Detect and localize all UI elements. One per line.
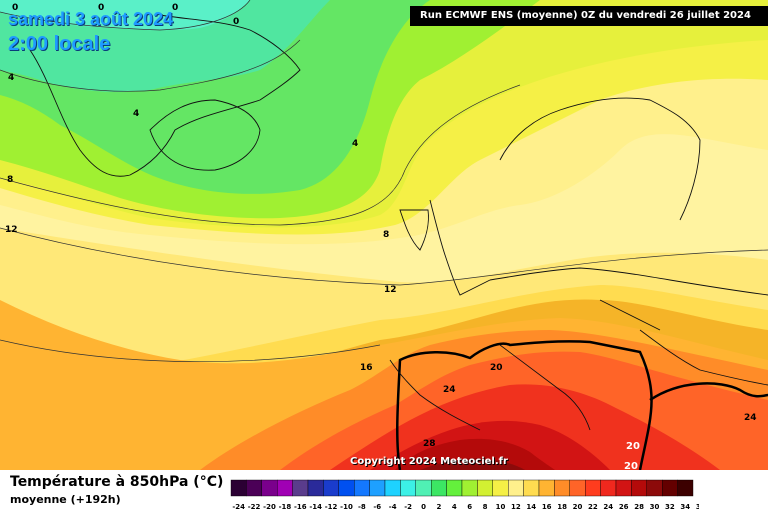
legend-swatch — [353, 479, 370, 497]
legend-swatch — [400, 479, 416, 497]
iso-label-12b: 12 — [384, 285, 397, 295]
legend-label: -12 — [325, 503, 338, 511]
forecast-date: samedi 3 août 2024 — [8, 9, 174, 29]
legend-labels: -24 -22 -20 -18 -16 -14 -12 -10 -8 -6 -4 -2 0 2 4 6 8 10 1… — [232, 503, 699, 511]
legend-label: 28 — [634, 503, 644, 511]
legend-swatch — [662, 479, 678, 497]
legend-label: 24 — [603, 503, 613, 511]
legend-swatch — [246, 479, 262, 497]
legend-swatch — [415, 479, 432, 497]
legend-label: 34 — [680, 503, 690, 511]
isotherm-lines — [0, 0, 768, 362]
parameter-title: Température à 850hPa (°C) — [10, 474, 224, 490]
legend-label: 2 — [436, 503, 441, 511]
legend-label: 10 — [496, 503, 506, 511]
band-30 — [420, 458, 525, 470]
legend-swatch — [646, 479, 663, 497]
legend-swatch — [430, 479, 447, 497]
legend-label: -2 — [404, 503, 412, 511]
legend-label: 6 — [467, 503, 472, 511]
iso-label-0d: 0 — [233, 17, 239, 27]
legend-swatch — [492, 479, 509, 497]
iso-label-4a: 4 — [8, 73, 14, 83]
legend-label: 8 — [483, 503, 488, 511]
legend-label: 18 — [557, 503, 567, 511]
iso-label-4b: 4 — [133, 109, 139, 119]
legend-swatch — [369, 479, 386, 497]
legend-label: -16 — [294, 503, 307, 511]
legend-swatch — [600, 479, 617, 497]
copyright-notice: Copyright 2024 Meteociel.fr — [350, 456, 508, 467]
legend-label: 0 — [421, 503, 426, 511]
legend-swatch — [230, 479, 247, 497]
legend-swatch — [677, 479, 694, 497]
parameter-subtitle: moyenne (+192h) — [10, 493, 121, 506]
iso-label-0a: 0 — [12, 3, 18, 13]
legend-label: 36 — [696, 503, 699, 511]
isotherm-20 — [396, 340, 653, 470]
legend-label: 12 — [511, 503, 521, 511]
iso-label-20c: 20 — [624, 461, 638, 470]
legend-swatch — [615, 479, 632, 497]
legend-swatch — [338, 479, 355, 497]
band-28 — [395, 438, 555, 470]
iso-label-24b: 24 — [744, 413, 757, 423]
legend-label: 22 — [588, 503, 598, 511]
iso-label-20b: 20 — [626, 441, 640, 452]
legend-swatch — [446, 479, 463, 497]
legend-swatch — [585, 479, 601, 497]
legend-swatch — [384, 479, 401, 497]
legend-label: 26 — [619, 503, 629, 511]
legend-swatch — [569, 479, 586, 497]
legend-swatch — [461, 479, 478, 497]
iso-label-28: 28 — [423, 439, 436, 449]
legend-swatch — [323, 479, 340, 497]
forecast-time: 2:00 locale — [8, 33, 111, 55]
legend-swatch — [523, 479, 540, 497]
temperature-map: 0 0 0 0 4 4 4 8 8 12 12 16 20 24 28 20 2… — [0, 0, 768, 470]
legend-label: 16 — [542, 503, 552, 511]
run-info-banner: Run ECMWF ENS (moyenne) 0Z du vendredi 2… — [410, 6, 768, 26]
iso-label-4c: 4 — [352, 139, 358, 149]
legend-label: 30 — [650, 503, 660, 511]
legend-label: -8 — [358, 503, 366, 511]
legend-label: -14 — [309, 503, 322, 511]
iso-label-20a: 20 — [490, 363, 503, 373]
legend-label: 14 — [526, 503, 536, 511]
color-scale-legend: -24 -22 -20 -18 -16 -14 -12 -10 -8 -6 -4 -2 0 2 4 6 8 10 1… — [230, 479, 699, 511]
legend-label: -10 — [340, 503, 353, 511]
iso-label-0c: 0 — [172, 3, 178, 13]
iso-label-24a: 24 — [443, 385, 456, 395]
legend-swatch — [261, 479, 278, 497]
coastlines — [29, 14, 768, 431]
iso-label-0b: 0 — [98, 3, 104, 13]
iso-label-8b: 8 — [383, 230, 389, 240]
legend-swatches — [230, 479, 694, 497]
legend-label: 32 — [665, 503, 675, 511]
legend-label: -18 — [279, 503, 292, 511]
legend-swatch — [307, 479, 324, 497]
iso-label-12a: 12 — [5, 225, 18, 235]
legend-swatch — [631, 479, 647, 497]
legend-swatch — [277, 479, 293, 497]
legend-label: -4 — [389, 503, 397, 511]
isotherm-20-east — [649, 382, 768, 402]
legend-label: -20 — [263, 503, 276, 511]
iso-label-8a: 8 — [7, 175, 13, 185]
legend-label: 20 — [573, 503, 583, 511]
legend-label: 4 — [452, 503, 457, 511]
legend-swatch — [477, 479, 493, 497]
legend-swatch — [508, 479, 524, 497]
legend-label: -24 — [232, 503, 245, 511]
legend-swatch — [538, 479, 555, 497]
legend-label: -22 — [248, 503, 261, 511]
legend-label: -6 — [373, 503, 381, 511]
iso-label-16: 16 — [360, 363, 373, 373]
legend-swatch — [554, 479, 570, 497]
legend-swatch — [292, 479, 309, 497]
